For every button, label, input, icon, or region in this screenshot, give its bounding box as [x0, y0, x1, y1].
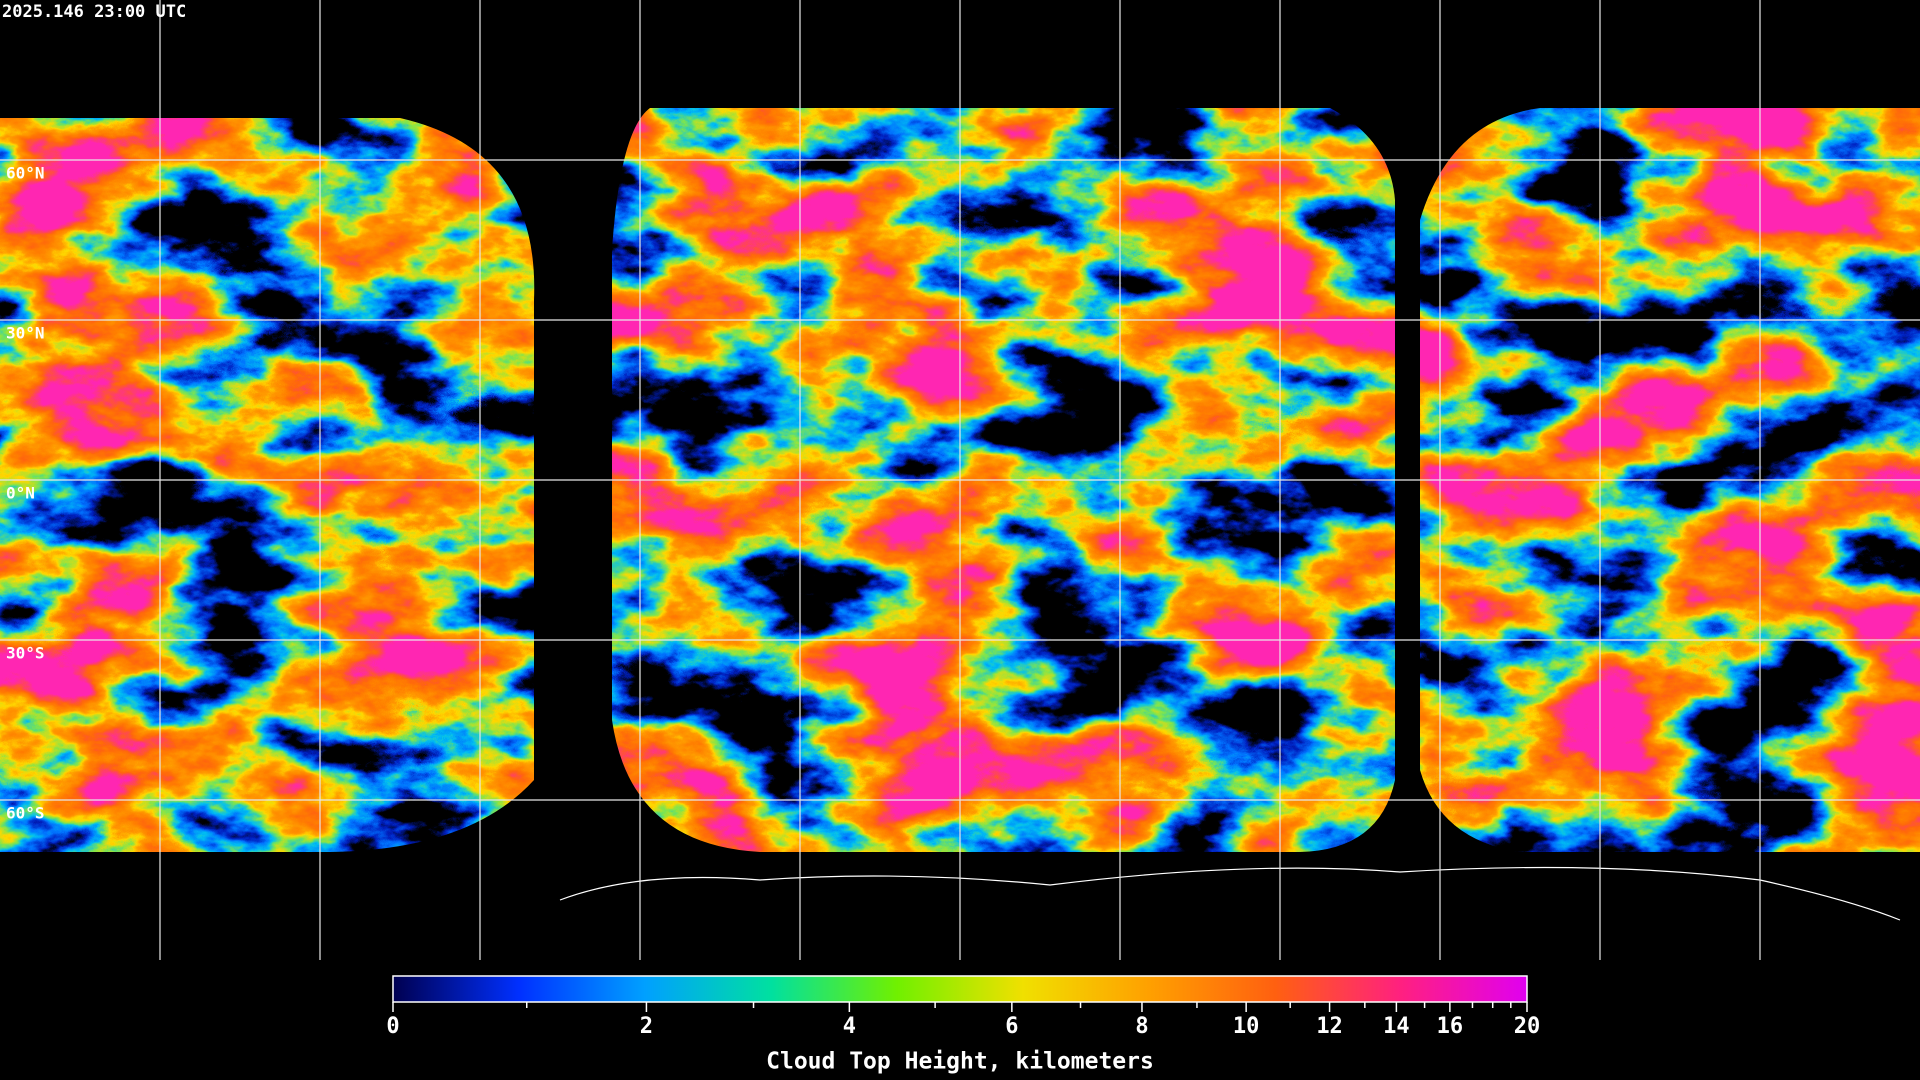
timestamp: 2025.146 23:00 UTC [2, 2, 186, 22]
graticule: 60°N 30°N 0°N 30°S 60°S [0, 0, 1920, 960]
colorbar-gradient [392, 975, 1528, 1003]
latitude-label: 30°N [6, 324, 45, 343]
colorbar-tick-label: 20 [1514, 1014, 1541, 1039]
latitude-label: 0°N [6, 484, 35, 503]
colorbar-title: Cloud Top Height, kilometers [766, 1049, 1154, 1075]
colorbar-tick-label: 4 [843, 1014, 856, 1039]
colorbar: 0 2 4 6 8 10 12 14 16 20 Cloud Top Height, kilomet… [386, 975, 1541, 1075]
latitude-label: 30°S [6, 644, 45, 663]
colorbar-tick-label: 16 [1437, 1014, 1464, 1039]
latitude-label: 60°N [6, 164, 45, 183]
colorbar-tick-label: 10 [1233, 1014, 1260, 1039]
latitude-label: 60°S [6, 804, 45, 823]
colorbar-tick-label: 0 [386, 1014, 399, 1039]
colorbar-tick-label: 2 [640, 1014, 653, 1039]
colorbar-tick-label: 14 [1383, 1014, 1410, 1039]
colorbar-tick-label: 12 [1316, 1014, 1343, 1039]
colorbar-tick-label: 8 [1135, 1014, 1148, 1039]
colorbar-tick-label: 6 [1005, 1014, 1018, 1039]
